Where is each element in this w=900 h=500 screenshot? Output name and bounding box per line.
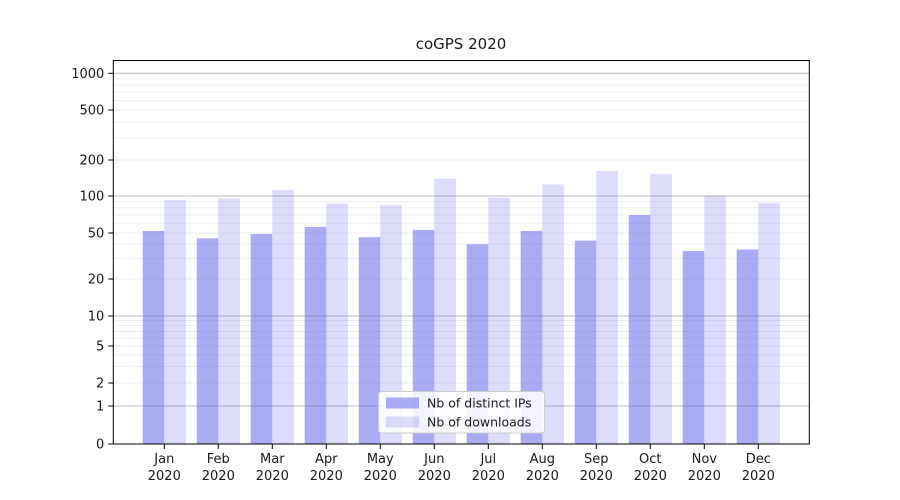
bar-downloads-dec <box>758 202 780 444</box>
x-tick-label-month-aug: Aug <box>530 452 555 467</box>
bar-ips-sep <box>574 240 597 444</box>
x-tick-label-month-sep: Sep <box>584 452 609 467</box>
x-tick-label-month-jul: Jul <box>479 452 496 467</box>
x-tick-label-year-aug: 2020 <box>526 469 559 484</box>
bar-ips-feb <box>196 238 219 444</box>
bar-ips-dec <box>736 249 759 444</box>
bar-downloads-sep <box>596 170 618 445</box>
x-tick-label-month-may: May <box>367 452 394 467</box>
bar-ips-jun <box>412 229 435 444</box>
x-tick-label-month-nov: Nov <box>692 452 718 467</box>
x-tick-label-month-mar: Mar <box>260 452 285 467</box>
bar-downloads-aug <box>542 184 564 444</box>
x-tick-label-year-jun: 2020 <box>418 469 451 484</box>
bar-downloads-apr <box>326 203 348 444</box>
y-tick-label-2: 2 <box>96 377 104 392</box>
bar-downloads-jan <box>164 199 186 444</box>
minor-gridlines <box>113 78 810 384</box>
x-tick-label-month-jun: Jun <box>423 452 444 467</box>
y-tick-label-50: 50 <box>88 227 105 242</box>
y-tick-label-5: 5 <box>96 340 104 355</box>
x-tick-label-month-oct: Oct <box>639 452 661 467</box>
legend-label-downloads: Nb of downloads <box>427 415 531 430</box>
bar-downloads-feb <box>218 198 240 444</box>
bar-downloads-mar <box>272 190 294 444</box>
y-tick-label-0: 0 <box>96 438 104 453</box>
bar-downloads-jun <box>434 178 456 444</box>
x-tick-label-month-apr: Apr <box>315 452 338 467</box>
bar-ips-may <box>358 237 381 444</box>
bar-ips-nov <box>682 250 705 444</box>
bar-downloads-jul <box>488 197 510 444</box>
x-tick-label-year-oct: 2020 <box>634 469 667 484</box>
x-tick-label-month-feb: Feb <box>207 452 230 467</box>
y-tick-label-10: 10 <box>88 310 105 325</box>
y-tick-label-200: 200 <box>79 154 104 169</box>
y-axis-ticks: 0 1 2 5 10 20 50 100 200 500 1000 <box>71 67 114 453</box>
x-tick-label-year-mar: 2020 <box>256 469 289 484</box>
bar-series <box>142 170 780 445</box>
chart-title: coGPS 2020 <box>416 35 507 53</box>
x-tick-label-year-dec: 2020 <box>742 469 775 484</box>
legend: Nb of distinct IPs Nb of downloads <box>378 391 545 434</box>
y-tick-label-1: 1 <box>96 400 104 415</box>
x-tick-label-year-feb: 2020 <box>202 469 235 484</box>
legend-swatch-ips <box>386 397 419 409</box>
bar-ips-mar <box>250 234 273 444</box>
x-tick-label-year-apr: 2020 <box>310 469 343 484</box>
y-tick-label-500: 500 <box>79 104 104 119</box>
y-tick-label-1000: 1000 <box>71 67 104 82</box>
x-tick-label-year-may: 2020 <box>364 469 397 484</box>
bar-ips-jan <box>142 230 165 444</box>
y-tick-label-20: 20 <box>88 273 105 288</box>
legend-box <box>378 391 545 434</box>
x-tick-label-month-jan: Jan <box>153 452 174 467</box>
bar-downloads-may <box>380 205 402 444</box>
bar-downloads-oct <box>650 174 672 445</box>
x-tick-label-year-sep: 2020 <box>580 469 613 484</box>
x-axis-ticks: Jan 2020 Feb 2020 Mar 2020 Apr 2020 May 2020 Jun 20… <box>148 444 775 484</box>
x-tick-label-year-nov: 2020 <box>688 469 721 484</box>
bar-ips-aug <box>520 230 543 444</box>
x-tick-label-year-jul: 2020 <box>472 469 505 484</box>
x-tick-label-month-dec: Dec <box>746 452 771 467</box>
legend-swatch-downloads <box>386 416 419 428</box>
x-tick-label-year-jan: 2020 <box>148 469 181 484</box>
bar-downloads-nov <box>704 195 726 444</box>
legend-label-ips: Nb of distinct IPs <box>427 396 532 411</box>
bar-ips-apr <box>304 226 327 444</box>
y-tick-label-100: 100 <box>79 190 104 205</box>
plot-frame <box>112 60 810 445</box>
bar-ips-oct <box>628 215 651 444</box>
